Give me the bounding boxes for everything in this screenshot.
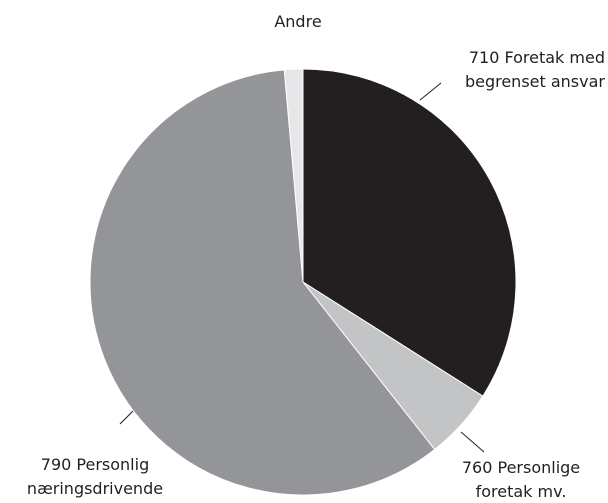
pie-slice (89, 69, 436, 496)
slice-label: 790 Personlig næringsdrivende (26, 455, 164, 498)
pie-slice (302, 68, 517, 397)
slice-label: Andre (274, 12, 322, 31)
slice-label: 710 Foretak med begrenset ansvar (464, 48, 605, 91)
pie-slice (283, 68, 304, 283)
slice-label: 760 Personlige foretak mv. (461, 458, 581, 501)
leader-line (419, 82, 442, 101)
leader-line (460, 431, 485, 453)
